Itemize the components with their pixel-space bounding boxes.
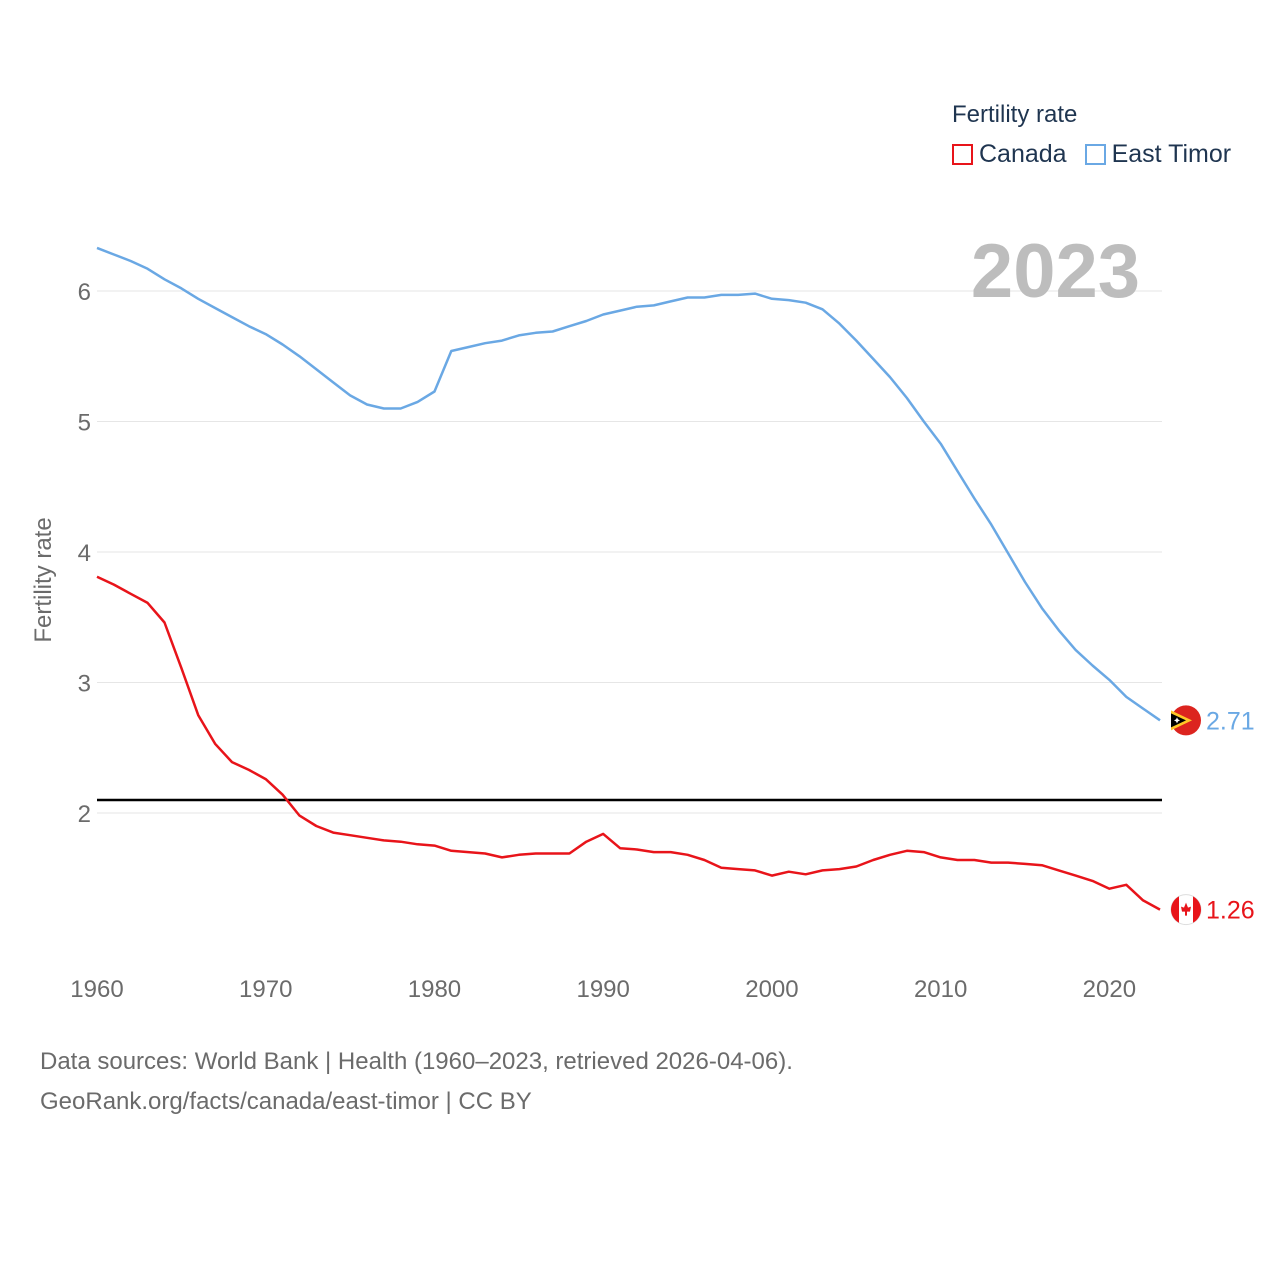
y-tick-label: 3 [78,671,91,698]
y-tick-label: 6 [78,279,91,306]
series-lines [96,246,1161,911]
legend-swatch-east-timor [1084,144,1106,165]
series-end-markers: 1.26 2.71 [1170,705,1255,926]
y-axis-ticks: 2 3 4 5 6 [78,279,91,828]
x-tick-label: 1990 [576,976,629,1003]
year-badge: 2023 [970,229,1140,314]
x-tick-label: 2020 [1083,976,1136,1003]
y-tick-label: 5 [78,410,91,437]
footer: Data sources: World Bank | Health (1960–… [40,1042,793,1122]
legend-title: Fertility rate [952,101,1078,128]
attribution-link[interactable]: GeoRank.org/facts/canada/east-timor | CC… [40,1088,532,1115]
y-tick-label: 2 [78,801,91,828]
legend-label-east-timor: East Timor [1111,140,1232,168]
flag-marker-canada [1170,894,1202,926]
x-tick-label: 1960 [70,976,123,1003]
y-axis-label: Fertility rate [30,517,57,642]
legend-item-canada[interactable]: Canada [952,140,1067,169]
y-tick-label: 4 [78,540,91,567]
end-value-label-east-timor: 2.71 [1206,707,1255,735]
x-tick-label: 2010 [914,976,967,1003]
x-tick-label: 2000 [745,976,798,1003]
x-tick-label: 1970 [239,976,292,1003]
maple-leaf-icon [1181,902,1191,916]
gridlines [97,290,1162,814]
flag-marker-east-timor [1171,705,1201,736]
legend-swatch-canada [952,144,973,165]
flag-band-right [1193,896,1201,923]
x-tick-label: 1980 [408,976,461,1003]
x-axis-ticks: 1960 1970 1980 1990 2000 2010 2020 [70,976,1136,1003]
flag-band-left [1171,896,1179,923]
flag-star-icon [1174,717,1180,724]
legend: Fertility rate Canada East Timor [952,100,1231,169]
series-line-canada[interactable] [96,575,1161,911]
end-value-label-canada: 1.26 [1206,897,1255,925]
legend-item-east-timor[interactable]: East Timor [1084,140,1232,169]
legend-label-canada: Canada [979,140,1067,168]
data-source-note: Data sources: World Bank | Health (1960–… [40,1048,793,1075]
series-line-east-timor[interactable] [96,246,1161,722]
